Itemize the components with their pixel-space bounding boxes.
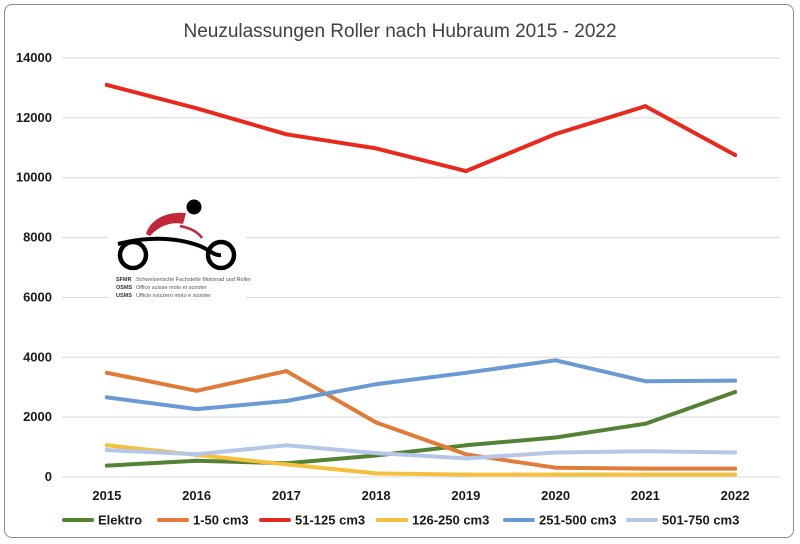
data-point <box>104 448 109 453</box>
data-point <box>733 390 738 395</box>
data-point <box>194 458 199 463</box>
data-point <box>194 388 199 393</box>
sfmr-logo: SFMR Schweizerische Fachstelle Motorrad … <box>108 192 251 330</box>
logo-acronym-2: OSMS <box>116 285 133 291</box>
logo-bike-frame <box>117 236 222 258</box>
x-tick-label: 2018 <box>362 488 391 503</box>
x-tick-label: 2019 <box>451 488 480 503</box>
data-point <box>643 421 648 426</box>
data-point <box>104 463 109 468</box>
data-point <box>553 465 558 470</box>
legend: Elektro 1-50 cm3 51-125 cm3 126-250 cm3 251-… <box>62 513 739 528</box>
data-point <box>463 452 468 457</box>
y-tick-label: 2000 <box>23 409 52 424</box>
data-point <box>284 132 289 137</box>
data-point <box>194 407 199 412</box>
legend-label: 501-750 cm3 <box>662 513 739 528</box>
logo-acronym-3: USMS <box>116 293 132 299</box>
x-tick-label: 2022 <box>721 488 750 503</box>
data-point <box>194 106 199 111</box>
data-point <box>374 146 379 151</box>
legend-label: 1-50 cm3 <box>193 513 249 528</box>
logo-name-1: Schweizerische Fachstelle Motorrad und R… <box>136 277 251 283</box>
x-tick-label: 2015 <box>92 488 121 503</box>
data-point <box>104 82 109 87</box>
data-point <box>284 369 289 374</box>
y-tick-label: 8000 <box>23 230 52 245</box>
legend-label: 51-125 cm3 <box>295 513 365 528</box>
data-point <box>643 466 648 471</box>
data-point <box>733 472 738 477</box>
data-point <box>733 466 738 471</box>
logo-rider-arm <box>179 224 204 239</box>
data-point <box>104 395 109 400</box>
series-line-1 <box>104 369 738 471</box>
series-line-4 <box>104 358 738 412</box>
logo-rider-body <box>146 212 186 236</box>
data-point <box>733 378 738 383</box>
x-axis-tick-labels: 2015 2016 2017 2018 2019 2020 2021 2022 <box>92 488 749 503</box>
series-line-3 <box>104 443 738 477</box>
data-point <box>194 452 199 457</box>
logo-name-3: Ufficio svizzero moto e scooter <box>136 293 211 299</box>
x-tick-label: 2017 <box>272 488 301 503</box>
x-tick-label: 2021 <box>631 488 660 503</box>
legend-label: 126-250 cm3 <box>412 513 489 528</box>
logo-acronym-1: SFMR <box>116 277 132 283</box>
data-point <box>553 358 558 363</box>
data-point <box>463 456 468 461</box>
data-point <box>553 435 558 440</box>
data-point <box>104 370 109 375</box>
logo-rider-head <box>186 199 202 215</box>
data-point <box>463 169 468 174</box>
y-tick-label: 6000 <box>23 289 52 304</box>
x-tick-label: 2020 <box>541 488 570 503</box>
data-point <box>374 420 379 425</box>
data-point <box>284 398 289 403</box>
series-lines <box>104 82 738 477</box>
y-tick-label: 10000 <box>16 170 52 185</box>
logo-name-2: Office suisse moto et scooter <box>136 285 207 291</box>
data-point <box>643 472 648 477</box>
series-line-5 <box>104 443 738 461</box>
logo-front-wheel <box>205 239 237 271</box>
y-tick-label: 0 <box>45 469 52 484</box>
series-line-0 <box>104 390 738 468</box>
y-tick-label: 4000 <box>23 349 52 364</box>
logo-background <box>108 192 246 330</box>
data-point <box>104 443 109 448</box>
data-point <box>643 379 648 384</box>
data-point <box>374 471 379 476</box>
chart-title: Neuzulassungen Roller nach Hubraum 2015 … <box>183 21 616 42</box>
data-point <box>284 443 289 448</box>
data-point <box>643 104 648 109</box>
y-axis-tick-labels: 0 2000 4000 6000 8000 10000 12000 14000 <box>16 50 52 484</box>
legend-label: 251-500 cm3 <box>539 513 616 528</box>
data-point <box>733 450 738 455</box>
data-point <box>733 152 738 157</box>
data-point <box>374 382 379 387</box>
data-point <box>284 462 289 467</box>
data-point <box>463 443 468 448</box>
y-tick-label: 14000 <box>16 50 52 65</box>
x-tick-label: 2016 <box>182 488 211 503</box>
data-point <box>553 450 558 455</box>
data-point <box>553 472 558 477</box>
legend-label: Elektro <box>98 513 142 528</box>
series-line-2 <box>104 82 738 174</box>
data-point <box>463 472 468 477</box>
data-point <box>553 132 558 137</box>
y-tick-label: 12000 <box>16 110 52 125</box>
data-point <box>643 449 648 454</box>
data-point <box>463 370 468 375</box>
data-point <box>374 451 379 456</box>
